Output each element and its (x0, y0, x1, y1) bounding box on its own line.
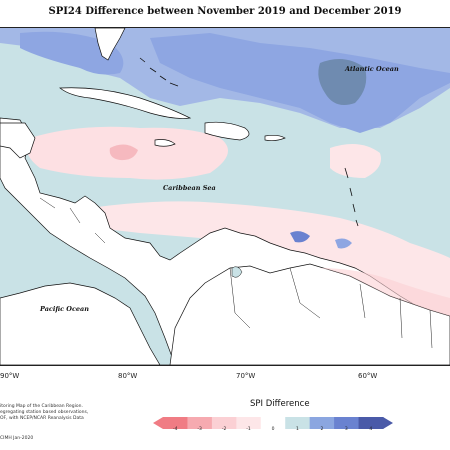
lon-tick-label: 80°W (118, 372, 138, 380)
lake-maracaibo (231, 266, 243, 278)
blue-coast-1 (290, 231, 310, 243)
atlantic-dark-blue (150, 33, 450, 133)
legend-swatch (309, 417, 335, 429)
legend-tick-label: 1 (296, 427, 299, 432)
cuba-land (59, 87, 192, 119)
legend-swatch (236, 417, 262, 429)
legend-swatch (260, 417, 286, 429)
legend-tick-label: -4 (172, 427, 178, 432)
central-america-borders (39, 197, 106, 244)
legend-colorbar (153, 414, 393, 433)
legend-swatch (358, 417, 384, 429)
caribbean-sea-label: Caribbean Sea (163, 184, 216, 192)
atlantic-core (318, 59, 367, 106)
legend-swatch (334, 417, 360, 429)
legend-tick-label: -3 (197, 427, 202, 432)
legend-tick-label: 0 (271, 427, 275, 432)
blue-coast-2 (335, 238, 352, 249)
credit-text: CIMH Jan-2020 (0, 436, 34, 441)
lesser-antilles (344, 167, 359, 227)
legend-swatch (163, 417, 188, 429)
legend-tick-label: -1 (246, 427, 251, 432)
puerto-rico-land (264, 134, 286, 142)
note-line-3: OF, with NCEP/NCAR Reanalysis Data (0, 416, 84, 421)
country-borders (229, 267, 433, 349)
pacific-ocean-label: Pacific Ocean (39, 305, 89, 313)
lon-tick-label: 90°W (0, 372, 20, 380)
legend-tick-label: 4 (369, 427, 373, 432)
pink-hotspot (109, 144, 138, 161)
coastal-pink (320, 268, 450, 316)
legend-swatch (211, 417, 237, 429)
florida-land (94, 28, 126, 61)
yucatan-land (0, 122, 36, 159)
lon-tick-label: 60°W (358, 372, 378, 380)
legend-arrow-right (383, 417, 393, 429)
legend-title: SPI Difference (250, 399, 310, 409)
atlantic-ocean-label: Atlantic Ocean (344, 65, 399, 73)
legend-swatch (187, 417, 213, 429)
legend-swatch (285, 417, 311, 429)
legend-tick-label: 2 (320, 427, 324, 432)
legend-tick-label: -2 (221, 427, 227, 432)
bahamas-blue (20, 31, 124, 75)
map-canvas: Atlantic Ocean Caribbean Sea Pacific Oce… (0, 27, 450, 366)
lon-tick-label: 70°W (236, 372, 256, 380)
note-line-2: egregating station based observations, (0, 410, 89, 415)
legend-arrow-left (153, 417, 163, 429)
map-title: SPI24 Difference between November 2019 a… (48, 6, 402, 17)
legend-tick-label: 3 (344, 427, 348, 432)
hispaniola-land (204, 121, 250, 141)
bahamas-islands (139, 57, 179, 87)
jamaica-land (154, 139, 176, 147)
pink-east (330, 144, 381, 178)
note-line-1: itoring Map of the Caribbean Region. (0, 404, 83, 409)
